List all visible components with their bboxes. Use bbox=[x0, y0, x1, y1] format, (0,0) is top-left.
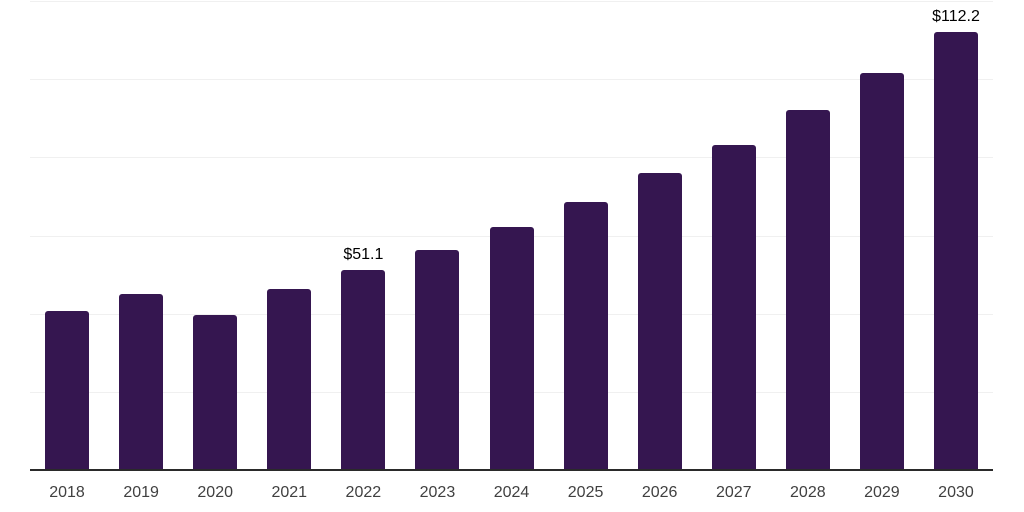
bar-slot-2027 bbox=[697, 1, 771, 470]
bar-slot-2025 bbox=[549, 1, 623, 470]
bar-2022: $51.1 bbox=[341, 246, 386, 470]
x-tick-label-2027: 2027 bbox=[715, 484, 752, 501]
bar-2029 bbox=[859, 73, 904, 470]
x-tick-label-2022: 2022 bbox=[345, 484, 382, 501]
data-label-2030: $112.2 bbox=[932, 7, 980, 25]
x-tick-label-2020: 2020 bbox=[197, 484, 233, 501]
x-tick-label-2025: 2025 bbox=[567, 484, 604, 501]
x-tick-label-2018: 2018 bbox=[49, 484, 85, 501]
bar-slot-2020 bbox=[178, 1, 252, 470]
gridline-120 bbox=[30, 1, 993, 2]
bar-2030: $112.2 bbox=[932, 8, 980, 470]
bar-2025 bbox=[563, 202, 608, 470]
bar-2020 bbox=[193, 315, 238, 470]
bars-layer: $51.1 $112.2 bbox=[30, 1, 993, 470]
x-tick-label-2026: 2026 bbox=[641, 484, 678, 501]
bar-2028 bbox=[785, 110, 830, 470]
bar-slot-2024 bbox=[474, 1, 548, 470]
bar-slot-2030: $112.2 bbox=[919, 1, 993, 470]
x-tick-label-2029: 2029 bbox=[864, 484, 900, 501]
bar-slot-2029 bbox=[845, 1, 919, 470]
x-tick-label-2021: 2021 bbox=[271, 484, 308, 501]
x-tick-label-2023: 2023 bbox=[419, 484, 456, 501]
x-tick-label-2030: 2030 bbox=[938, 484, 974, 501]
bar-slot-2022: $51.1 bbox=[326, 1, 400, 470]
gridline-80 bbox=[30, 157, 993, 159]
bar-slot-2028 bbox=[771, 1, 845, 470]
bar-slot-2019 bbox=[104, 1, 178, 470]
bar-slot-2026 bbox=[623, 1, 697, 470]
bar-2019 bbox=[119, 294, 164, 470]
bar-2018 bbox=[45, 311, 90, 470]
data-label-2022: $51.1 bbox=[343, 246, 384, 264]
bar-2021 bbox=[267, 289, 312, 470]
x-tick-label-2019: 2019 bbox=[123, 484, 159, 501]
plot-area: $51.1 $112.2 bbox=[30, 1, 993, 471]
x-tick-label-2024: 2024 bbox=[493, 484, 530, 501]
bar-2027 bbox=[711, 145, 756, 470]
bar-2026 bbox=[637, 173, 682, 470]
bar-slot-2023 bbox=[400, 1, 474, 470]
x-tick-label-2028: 2028 bbox=[790, 484, 826, 501]
x-axis-line bbox=[30, 469, 993, 471]
bar-2023 bbox=[415, 250, 460, 470]
gridline-100 bbox=[30, 79, 993, 81]
bar-2024 bbox=[489, 227, 534, 470]
x-axis-labels: 2018 2019 2020 2021 2022 2023 2024 2025 2026 2027… bbox=[30, 484, 993, 502]
bar-slot-2021 bbox=[252, 1, 326, 470]
bar-slot-2018 bbox=[30, 1, 104, 470]
